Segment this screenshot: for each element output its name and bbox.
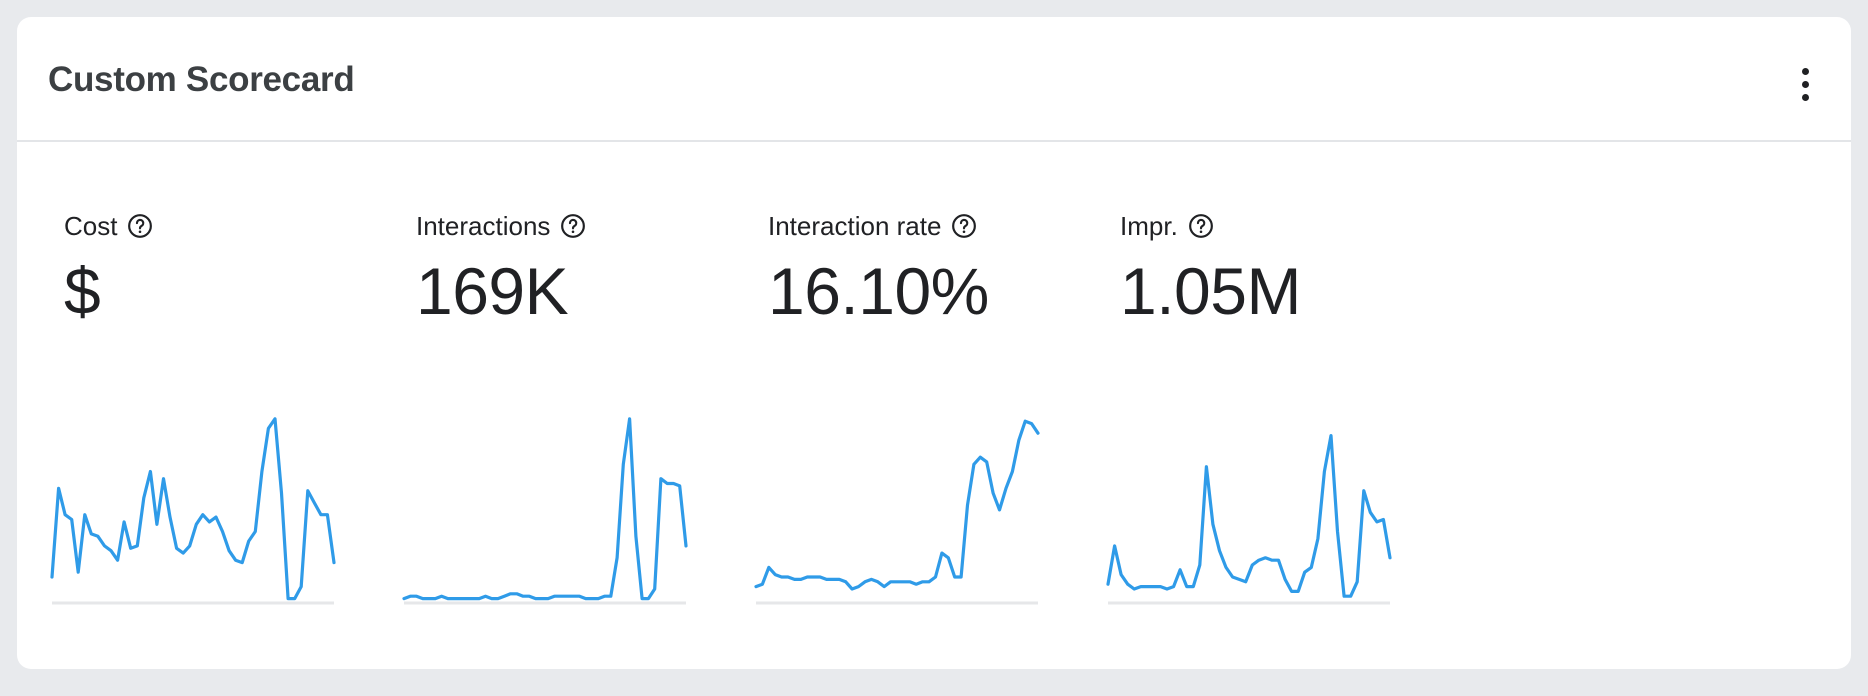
help-circle-icon[interactable]: [1188, 213, 1214, 239]
metric-interaction-rate[interactable]: Interaction rate 16.10%: [754, 207, 1068, 627]
metric-value: 1.05M: [1120, 254, 1301, 328]
metric-label: Cost: [64, 210, 118, 241]
help-circle-icon[interactable]: [127, 213, 153, 239]
metric-value: 169K: [416, 254, 569, 328]
sparkline-series: [402, 417, 688, 601]
metric-label: Interaction rate: [768, 210, 942, 241]
metric-value: 16.10%: [768, 254, 989, 328]
metric-impressions[interactable]: Impr. 1.05M: [1106, 207, 1420, 627]
metric-cost[interactable]: Cost $: [50, 207, 364, 627]
metric-label: Interactions: [416, 210, 551, 241]
card-title: Custom Scorecard: [48, 60, 355, 99]
metric-interactions[interactable]: Interactions 169K: [402, 207, 716, 627]
metric-label: Impr.: [1120, 210, 1178, 241]
sparkline-series: [1106, 434, 1392, 598]
sparkline-chart: [50, 417, 336, 605]
sparkline-chart: [402, 417, 688, 605]
sparkline-chart: [754, 419, 1040, 605]
sparkline-series: [754, 419, 1040, 591]
help-circle-icon[interactable]: [951, 213, 977, 239]
sparkline-series: [50, 417, 336, 601]
more-vert-icon[interactable]: [1789, 60, 1821, 108]
card-header: Custom Scorecard: [17, 17, 1851, 142]
help-circle-icon[interactable]: [560, 213, 586, 239]
custom-scorecard-card: Custom Scorecard Cost $ Interactions: [17, 17, 1851, 669]
metric-value: $: [64, 254, 101, 328]
sparkline-chart: [1106, 434, 1392, 605]
